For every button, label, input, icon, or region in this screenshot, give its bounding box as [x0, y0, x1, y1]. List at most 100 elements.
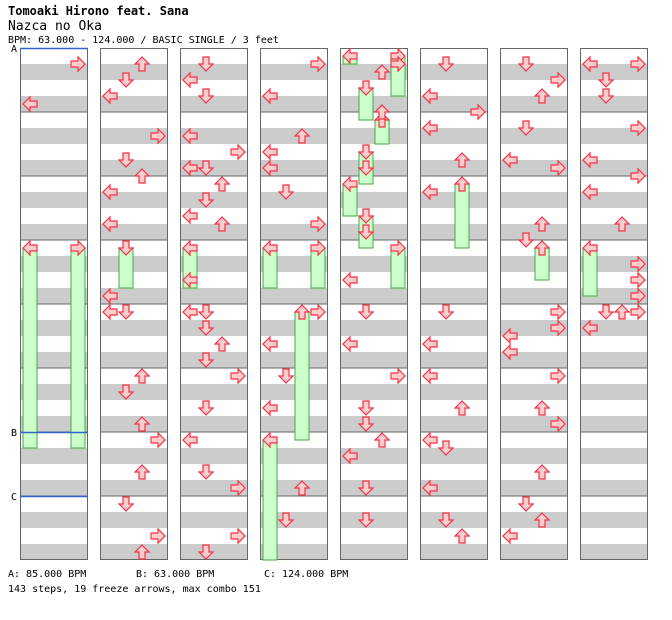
row-stripe: [420, 64, 488, 80]
step-arrow: [277, 368, 295, 384]
row-stripe: [180, 384, 248, 400]
row-stripe: [100, 480, 168, 496]
step-arrow: [197, 192, 215, 208]
row-stripe: [580, 160, 648, 176]
step-arrow: [197, 400, 215, 416]
row-stripe: [420, 256, 488, 272]
row-stripe: [260, 416, 328, 432]
step-arrow: [230, 143, 246, 161]
row-stripe: [420, 288, 488, 304]
row-stripe: [20, 64, 88, 80]
row-stripe: [500, 64, 568, 80]
step-arrow: [502, 327, 518, 345]
step-arrow: [533, 512, 551, 528]
row-stripe: [580, 352, 648, 368]
step-arrow: [262, 335, 278, 353]
row-stripe: [100, 96, 168, 112]
step-arrow: [517, 232, 535, 248]
row-stripe: [580, 96, 648, 112]
row-stripe: [500, 192, 568, 208]
step-arrow: [533, 400, 551, 416]
step-arrow: [293, 480, 311, 496]
step-arrow: [582, 239, 598, 257]
row-stripe: [580, 416, 648, 432]
row-stripe: [500, 256, 568, 272]
row-stripe: [500, 352, 568, 368]
step-arrow: [133, 168, 151, 184]
step-arrow: [453, 152, 471, 168]
step-arrow: [357, 144, 375, 160]
row-stripe: [180, 448, 248, 464]
step-arrow: [182, 271, 198, 289]
step-arrow: [630, 287, 646, 305]
row-stripe: [20, 96, 88, 112]
step-arrow: [230, 479, 246, 497]
row-stripe: [420, 192, 488, 208]
step-arrow: [342, 447, 358, 465]
step-arrow: [422, 119, 438, 137]
row-stripe: [100, 448, 168, 464]
step-arrow: [533, 240, 551, 256]
step-arrow: [597, 88, 615, 104]
row-stripe: [180, 512, 248, 528]
row-stripe: [260, 320, 328, 336]
row-stripe: [340, 544, 408, 560]
row-stripe: [580, 544, 648, 560]
row-stripe: [420, 480, 488, 496]
row-stripe: [100, 224, 168, 240]
step-arrow: [22, 95, 38, 113]
step-arrow: [533, 216, 551, 232]
step-arrow: [533, 88, 551, 104]
step-arrow: [182, 239, 198, 257]
step-arrow: [197, 88, 215, 104]
chart-column: [580, 48, 648, 560]
step-arrow: [613, 304, 631, 320]
step-arrow: [133, 56, 151, 72]
row-stripe: [180, 544, 248, 560]
row-stripe: [260, 384, 328, 400]
row-stripe: [180, 288, 248, 304]
step-arrow: [182, 303, 198, 321]
row-stripe: [260, 288, 328, 304]
step-arrow: [373, 432, 391, 448]
artist-name: Tomoaki Hirono feat. Sana: [8, 4, 189, 18]
row-stripe: [580, 224, 648, 240]
row-stripe: [580, 320, 648, 336]
row-stripe: [100, 128, 168, 144]
step-arrow: [453, 528, 471, 544]
step-arrow: [550, 415, 566, 433]
column-border: [580, 48, 648, 560]
step-arrow: [70, 55, 86, 73]
row-stripe: [420, 320, 488, 336]
step-arrow: [310, 215, 326, 233]
row-stripe: [100, 416, 168, 432]
column-border: [500, 48, 568, 560]
row-stripe: [260, 64, 328, 80]
step-arrow: [582, 55, 598, 73]
step-arrow: [197, 304, 215, 320]
row-stripe: [500, 128, 568, 144]
row-stripe: [100, 512, 168, 528]
step-arrow: [182, 71, 198, 89]
step-arrow: [102, 215, 118, 233]
step-arrow: [550, 367, 566, 385]
step-arrow: [293, 304, 311, 320]
step-arrow: [133, 544, 151, 560]
step-arrow: [182, 431, 198, 449]
step-arrow: [357, 400, 375, 416]
row-stripe: [100, 256, 168, 272]
row-stripe: [100, 320, 168, 336]
row-stripe: [420, 416, 488, 432]
row-stripe: [100, 192, 168, 208]
step-arrow: [277, 184, 295, 200]
step-arrow: [357, 160, 375, 176]
step-arrow: [502, 151, 518, 169]
chart-column: [500, 48, 568, 560]
row-stripe: [180, 128, 248, 144]
step-arrow: [213, 176, 231, 192]
step-arrow: [630, 167, 646, 185]
step-arrow: [230, 527, 246, 545]
row-stripe: [420, 512, 488, 528]
step-arrow: [150, 527, 166, 545]
